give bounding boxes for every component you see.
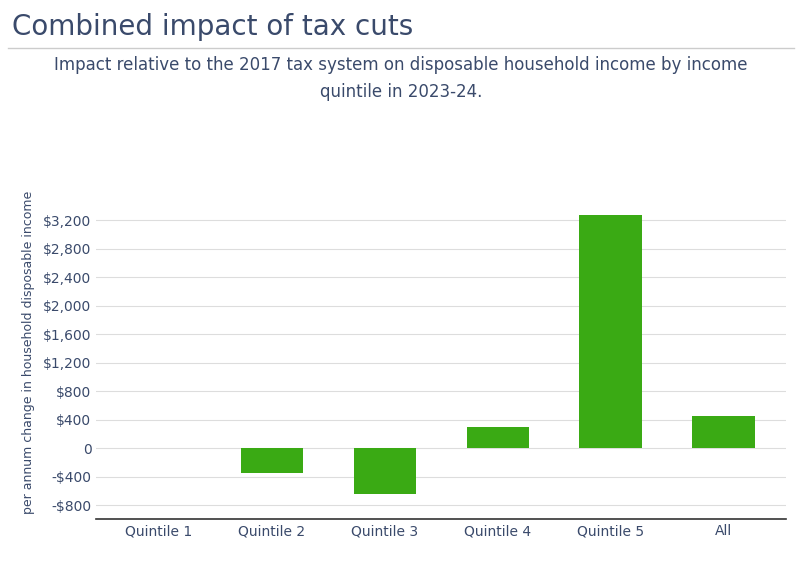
Text: Impact relative to the 2017 tax system on disposable household income by income
: Impact relative to the 2017 tax system o… <box>55 57 747 100</box>
Bar <box>467 427 529 448</box>
Bar <box>580 215 642 448</box>
Bar <box>354 448 415 494</box>
Y-axis label: per annum change in household disposable income: per annum change in household disposable… <box>22 190 34 514</box>
Text: Combined impact of tax cuts: Combined impact of tax cuts <box>12 13 413 41</box>
Bar <box>241 448 302 473</box>
Bar <box>692 416 755 448</box>
